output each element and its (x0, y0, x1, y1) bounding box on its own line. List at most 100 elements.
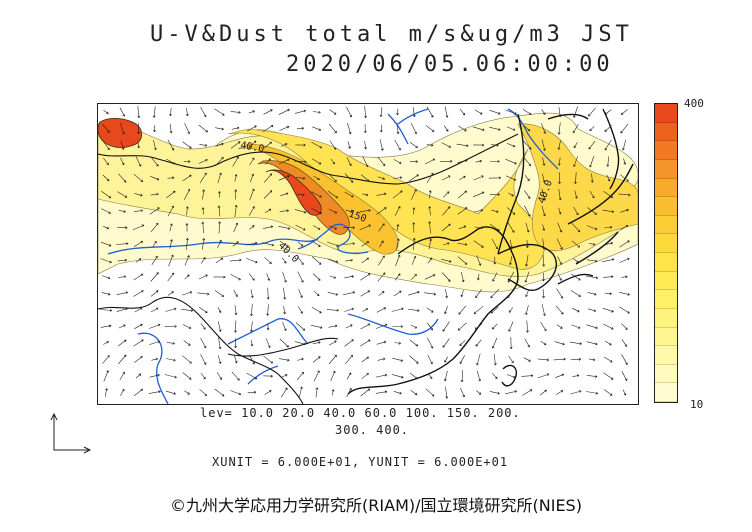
wind-arrow (313, 176, 320, 180)
wind-arrow (166, 358, 176, 362)
wind-arrow (312, 241, 321, 247)
wind-arrow (588, 242, 596, 246)
wind-arrow (169, 223, 173, 232)
wind-arrow (265, 338, 271, 348)
wind-arrow (217, 307, 222, 313)
wind-arrow (475, 289, 482, 299)
wind-arrow (457, 207, 468, 215)
wind-arrow (280, 387, 288, 398)
wind-arrow (411, 255, 417, 265)
wind-arrow (460, 369, 464, 383)
wind-arrow (279, 338, 289, 348)
wind-arrow (359, 209, 371, 212)
rivers (107, 108, 559, 404)
wind-arrow (410, 122, 417, 135)
wind-arrow (347, 122, 352, 135)
wind-arrow (118, 324, 126, 329)
wind-arrow (135, 258, 142, 263)
wind-arrow (621, 354, 628, 365)
colorbar-min-label: 10 (690, 398, 704, 411)
wind-arrow (442, 338, 450, 348)
wind-arrow (459, 108, 466, 116)
wind-arrow (541, 205, 546, 217)
wind-arrow (294, 209, 307, 214)
wind-arrow (620, 174, 629, 182)
wind-arrow (134, 193, 143, 197)
wind-arrow (602, 307, 614, 313)
river-line (227, 318, 309, 345)
wind-arrow (152, 240, 157, 248)
wind-arrow (491, 209, 499, 213)
wind-arrow (410, 324, 418, 329)
wind-arrow (185, 237, 189, 250)
wind-arrow (182, 355, 192, 364)
wind-arrow (571, 273, 581, 281)
wind-arrow (558, 188, 562, 201)
wind-arrow (557, 273, 562, 281)
wind-arrow (360, 290, 371, 297)
wind-arrow (182, 324, 192, 329)
wind-arrow (473, 305, 484, 315)
wind-arrow (312, 158, 322, 165)
wind-arrow (311, 141, 323, 149)
wind-arrow (586, 391, 599, 395)
wind-arrow (232, 156, 239, 167)
wind-arrow (541, 123, 546, 134)
wind-arrow (198, 306, 208, 314)
wind-arrow (509, 239, 513, 249)
wind-arrow (234, 189, 238, 200)
wind-arrow (343, 291, 356, 296)
wind-arrow (589, 125, 595, 132)
wind-arrow (392, 325, 403, 328)
wind-arrow (572, 374, 580, 378)
wind-arrow (602, 209, 615, 213)
wind-arrow (442, 206, 451, 216)
coastline (347, 226, 519, 395)
wind-arrow (168, 254, 174, 267)
wind-arrow (120, 388, 125, 397)
wind-arrow (573, 106, 579, 118)
copyright-notice: ©九州大学応用力学研究所(RIAM)/国立環境研究所(NIES) (170, 496, 582, 515)
wind-arrow (425, 125, 435, 132)
wind-arrow (118, 209, 126, 213)
wind-arrow (590, 173, 594, 183)
wind-arrow (361, 241, 370, 247)
wind-arrow (589, 190, 595, 199)
wind-arrow (233, 222, 239, 233)
wind-arrow (489, 391, 500, 395)
wind-arrow (297, 241, 304, 247)
wind-arrow (619, 257, 630, 263)
wind-arrow (523, 140, 532, 150)
wind-arrow (427, 322, 433, 331)
wind-arrow (553, 357, 566, 361)
river-line (137, 332, 169, 404)
wind-arrow (472, 126, 485, 131)
wind-arrow (620, 123, 629, 134)
wind-arrow (326, 308, 339, 312)
wind-arrow (525, 290, 529, 298)
wind-arrow (150, 156, 159, 167)
wind-arrow (507, 222, 515, 233)
wind-arrow (586, 225, 598, 231)
wind-arrow (199, 143, 208, 147)
wind-arrow (133, 388, 143, 397)
wind-arrow (603, 275, 614, 279)
colorbar-swatch (655, 271, 677, 291)
wind-arrow (202, 189, 205, 200)
wind-arrow (392, 357, 404, 362)
wind-arrow (444, 370, 448, 382)
wind-arrow (133, 209, 143, 213)
wind-arrow (411, 189, 417, 200)
wind-arrow (102, 140, 110, 151)
wind-arrow (473, 143, 485, 147)
wind-arrow (523, 357, 531, 362)
wind-arrow (587, 207, 597, 215)
wind-arrow (101, 292, 111, 296)
wind-arrow (328, 225, 337, 230)
wind-arrow (295, 176, 306, 180)
wind-arrow (247, 390, 257, 394)
wind-arrow (589, 155, 595, 168)
colorbar-swatch (655, 383, 677, 402)
wind-arrow (476, 390, 482, 395)
wind-arrow (493, 353, 497, 366)
